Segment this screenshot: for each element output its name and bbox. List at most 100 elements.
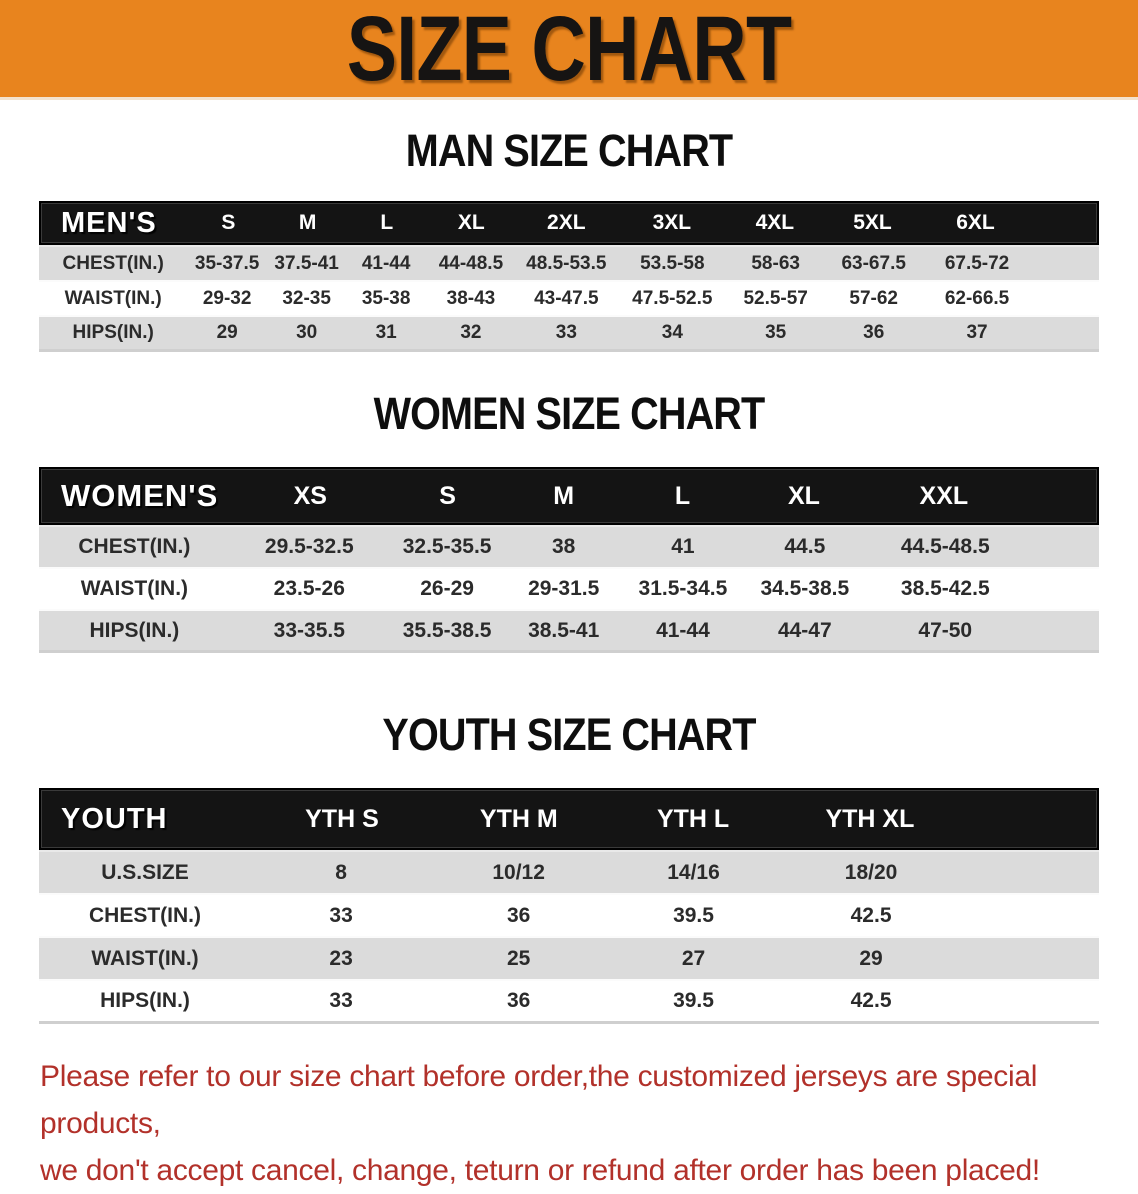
disclaimer-line-2: we don't accept cancel, change, teturn o… [40, 1153, 1040, 1187]
men-size-table: MEN'S S M L XL 2XL 3XL 4XL 5XL 6XL CHEST… [39, 201, 1099, 352]
disclaimer-line-1: Please refer to our size chart before or… [40, 1060, 1038, 1140]
size-value: 44-48.5 [438, 252, 504, 274]
size-value: 32.5-35.5 [402, 535, 492, 558]
size-value: 23.5-26 [273, 577, 345, 600]
youth-col-header: YTH M [479, 804, 558, 833]
size-value: 29-31.5 [528, 577, 600, 600]
size-value: 67.5-72 [944, 252, 1010, 274]
size-value: 33 [329, 989, 353, 1012]
size-value: 47.5-52.5 [632, 287, 713, 309]
men-section: MAN SIZE CHART MEN'S S M L XL 2XL 3XL 4X… [0, 125, 1138, 352]
size-value: 38.5-41 [528, 618, 600, 642]
size-value: 44.5-48.5 [900, 535, 990, 558]
size-value: 31.5-34.5 [638, 577, 728, 600]
size-value: 62-66.5 [944, 287, 1010, 309]
size-value: 44.5 [784, 535, 826, 558]
youth-hips-row: HIPS(IN.) 33 36 39.5 42.5 [39, 981, 1099, 1024]
size-value: 35.5-38.5 [402, 618, 492, 642]
size-value: 57-62 [849, 287, 898, 309]
disclaimer-text: Please refer to our size chart before or… [40, 1054, 1110, 1194]
men-col-header: 5XL [853, 211, 892, 234]
row-label: CHEST(IN.) [78, 535, 191, 558]
size-value: 42.5 [850, 903, 892, 927]
banner-title: SIZE CHART [346, 0, 792, 100]
size-chart-banner: SIZE CHART [0, 0, 1138, 100]
row-label: WAIST(IN.) [80, 577, 189, 600]
youth-size-table: YOUTH YTH S YTH M YTH L YTH XL U.S.SIZE … [39, 788, 1099, 1024]
youth-chest-row: CHEST(IN.) 33 36 39.5 42.5 [39, 895, 1099, 938]
size-value: 35-37.5 [194, 252, 260, 274]
row-label: HIPS(IN.) [89, 618, 180, 642]
size-value: 32-35 [282, 287, 331, 309]
size-value: 8 [335, 860, 347, 884]
size-value: 39.5 [673, 903, 714, 927]
men-hips-row: HIPS(IN.) 29 30 31 32 33 34 35 36 37 [39, 317, 1099, 352]
size-value: 35 [765, 322, 787, 343]
row-label: CHEST(IN.) [62, 252, 164, 274]
size-value: 43-47.5 [534, 287, 599, 309]
men-section-heading: MAN SIZE CHART [405, 125, 733, 176]
women-col-header: XXL [919, 481, 969, 510]
youth-col-header: YTH S [305, 804, 379, 833]
youth-corner-label: YOUTH [61, 802, 168, 835]
men-col-header: S [221, 211, 236, 234]
size-value: 18/20 [844, 860, 898, 884]
row-label: WAIST(IN.) [91, 946, 199, 970]
women-section: WOMEN SIZE CHART WOMEN'S XS S M L XL XXL… [0, 388, 1138, 653]
size-value: 32 [460, 322, 482, 343]
size-value: 48.5-53.5 [526, 252, 607, 274]
men-col-header: 2XL [547, 211, 586, 234]
youth-section-heading: YOUTH SIZE CHART [382, 709, 756, 760]
size-value: 29 [216, 322, 238, 343]
size-value: 35-38 [361, 287, 411, 309]
row-label: U.S.SIZE [101, 860, 189, 884]
size-value: 30 [296, 322, 318, 343]
men-waist-row: WAIST(IN.) 29-32 32-35 35-38 38-43 43-47… [39, 282, 1099, 317]
youth-waist-row: WAIST(IN.) 23 25 27 29 [39, 938, 1099, 981]
row-label: WAIST(IN.) [64, 287, 162, 309]
men-col-header: 3XL [652, 211, 692, 234]
size-value: 38 [552, 535, 576, 558]
size-value: 38-43 [446, 287, 496, 309]
women-waist-row: WAIST(IN.) 23.5-26 26-29 29-31.5 31.5-34… [39, 569, 1099, 611]
size-value: 36 [506, 903, 531, 927]
men-col-header: 6XL [956, 211, 995, 234]
size-value: 38.5-42.5 [900, 577, 990, 600]
size-value: 29.5-32.5 [264, 535, 354, 558]
size-value: 41-44 [656, 618, 710, 642]
women-col-header: S [439, 481, 456, 510]
men-col-header: M [298, 211, 317, 234]
women-size-table: WOMEN'S XS S M L XL XXL CHEST(IN.) 29.5-… [39, 467, 1099, 653]
men-col-header: XL [457, 211, 485, 234]
youth-col-header: YTH XL [825, 804, 915, 833]
youth-table-header-row: YOUTH YTH S YTH M YTH L YTH XL [39, 788, 1099, 850]
size-value: 23 [329, 946, 353, 970]
women-chest-row: CHEST(IN.) 29.5-32.5 32.5-35.5 38 41 44.… [39, 527, 1099, 569]
size-value: 58-63 [751, 252, 800, 274]
youth-ussize-row: U.S.SIZE 8 10/12 14/16 18/20 [39, 852, 1099, 895]
men-chest-row: CHEST(IN.) 35-37.5 37.5-41 41-44 44-48.5… [39, 247, 1099, 282]
size-value: 33 [329, 903, 353, 927]
size-value: 29-32 [202, 287, 252, 309]
size-value: 25 [506, 946, 531, 970]
women-col-header: XS [293, 481, 327, 510]
row-label: HIPS(IN.) [100, 989, 190, 1012]
women-col-header: XL [787, 481, 820, 510]
size-value: 39.5 [673, 989, 714, 1012]
size-value: 41 [671, 535, 695, 558]
size-value: 47-50 [918, 618, 973, 642]
size-value: 53.5-58 [640, 252, 705, 274]
size-value: 34 [661, 322, 683, 343]
men-table-header-row: MEN'S S M L XL 2XL 3XL 4XL 5XL 6XL [39, 201, 1099, 245]
size-value: 37 [966, 322, 988, 343]
size-value: 31 [375, 322, 397, 343]
women-corner-label: WOMEN'S [61, 478, 219, 513]
men-col-header: 4XL [755, 211, 795, 234]
size-value: 36 [506, 989, 531, 1012]
size-value: 44-47 [777, 618, 832, 642]
size-value: 42.5 [850, 989, 892, 1012]
size-value: 37.5-41 [274, 252, 339, 274]
women-hips-row: HIPS(IN.) 33-35.5 35.5-38.5 38.5-41 41-4… [39, 611, 1099, 653]
size-value: 10/12 [492, 860, 545, 884]
size-value: 33 [555, 322, 577, 343]
